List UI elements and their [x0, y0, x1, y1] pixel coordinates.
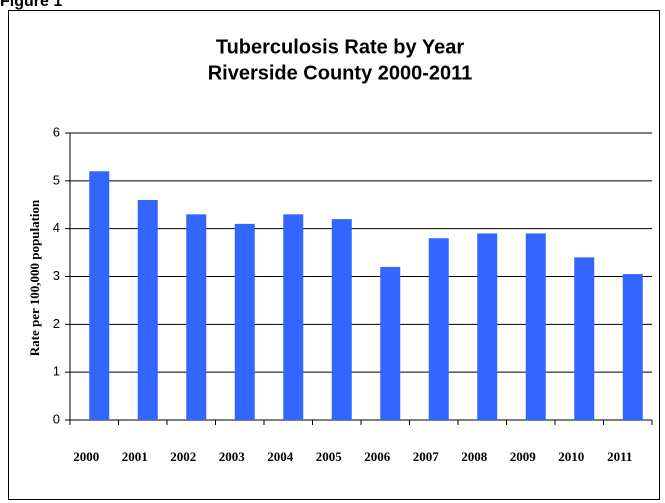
bar	[428, 238, 449, 420]
x-tick-label: 2010	[558, 449, 584, 464]
y-tick-label: 2	[53, 316, 60, 331]
x-tick-label: 2003	[219, 449, 246, 464]
x-tick-label: 2011	[607, 449, 632, 464]
bar	[186, 214, 207, 420]
y-tick-label: 0	[53, 411, 60, 426]
x-tick-label: 2007	[413, 449, 440, 464]
y-tick-label: 5	[53, 172, 60, 187]
bar	[574, 257, 595, 420]
chart-border	[8, 10, 660, 500]
bar	[525, 233, 546, 420]
y-tick-label: 4	[53, 220, 60, 235]
bar	[283, 214, 304, 420]
x-tick-label: 2006	[364, 449, 391, 464]
x-tick-label: 2004	[267, 449, 294, 464]
y-tick-label: 3	[53, 268, 60, 283]
figure-label: Figure 1	[0, 0, 62, 10]
x-tick-label: 2009	[510, 449, 537, 464]
bar	[331, 219, 352, 420]
bar	[477, 233, 498, 420]
x-tick-label: 2001	[122, 449, 148, 464]
x-tick-label: 2005	[316, 449, 343, 464]
chart-title: Riverside County 2000-2011	[208, 62, 473, 84]
bar	[89, 171, 110, 420]
y-tick-label: 6	[53, 124, 60, 139]
chart-title: Tuberculosis Rate by Year	[216, 36, 464, 58]
y-tick-label: 1	[53, 364, 60, 379]
x-tick-label: 2000	[73, 449, 99, 464]
x-tick-label: 2002	[170, 449, 196, 464]
bar	[380, 266, 401, 420]
bar	[622, 274, 643, 420]
bar	[234, 223, 255, 420]
y-axis-label: Rate per 100,000 population	[27, 199, 42, 356]
bar	[137, 199, 158, 420]
x-tick-label: 2008	[461, 449, 488, 464]
